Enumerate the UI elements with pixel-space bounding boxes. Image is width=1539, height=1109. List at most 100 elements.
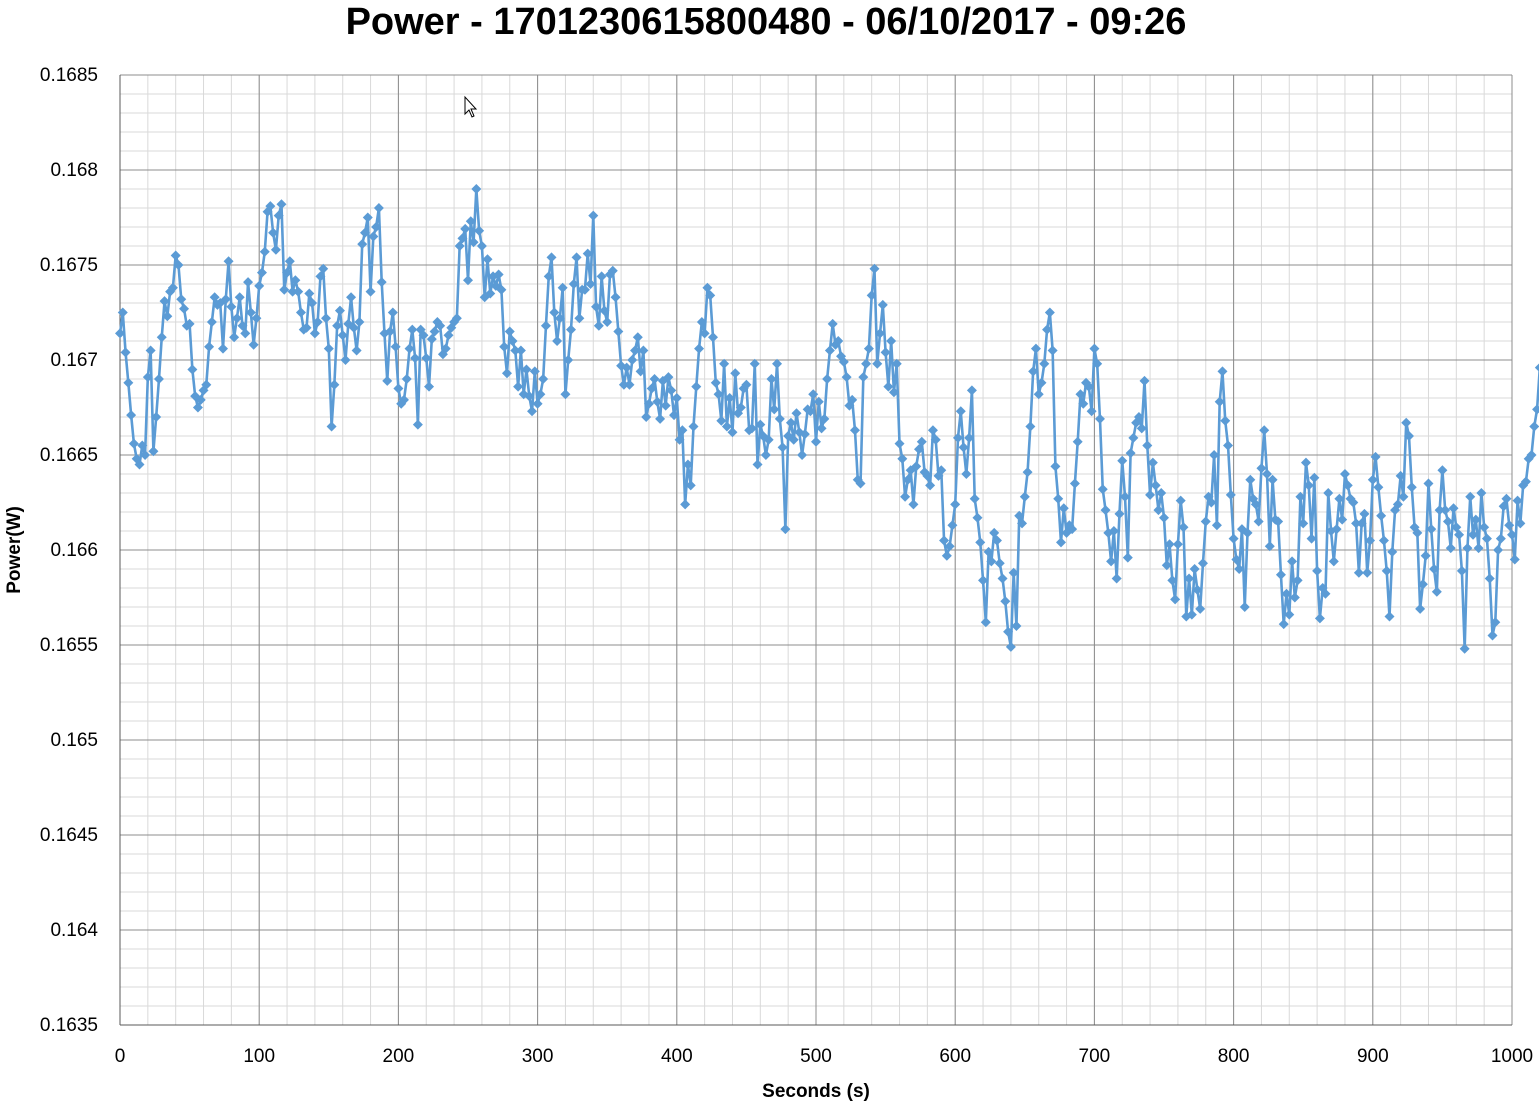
data-point-marker — [1022, 467, 1033, 478]
data-point-marker — [424, 381, 435, 392]
data-point-marker — [1309, 472, 1320, 483]
data-point-marker — [117, 307, 128, 318]
data-point-marker — [886, 336, 897, 346]
data-point-marker — [1192, 584, 1203, 595]
data-point-marker — [134, 459, 145, 470]
data-point-marker — [1078, 398, 1089, 409]
x-tick-label: 100 — [243, 1046, 275, 1067]
data-point-marker — [1384, 611, 1395, 622]
data-point-marker — [510, 345, 521, 356]
data-point-marker — [418, 330, 429, 341]
data-point-marker — [273, 210, 284, 221]
data-point-marker — [752, 459, 763, 470]
data-point-marker — [357, 239, 368, 250]
data-point-marker — [474, 225, 485, 236]
data-point-marker — [682, 459, 693, 470]
data-point-marker — [1036, 377, 1047, 388]
data-point-marker — [660, 400, 671, 411]
data-point-marker — [847, 394, 858, 405]
data-point-marker — [318, 263, 329, 274]
data-point-marker — [1153, 505, 1164, 516]
data-point-marker — [153, 374, 164, 384]
data-point-marker — [1089, 343, 1100, 354]
data-point-marker — [1434, 505, 1445, 516]
data-point-marker — [914, 444, 925, 455]
data-point-marker — [707, 332, 718, 343]
data-point-marker — [838, 356, 849, 367]
data-point-marker — [863, 343, 874, 354]
data-point-marker — [666, 385, 677, 396]
data-point-marker — [1217, 366, 1228, 377]
data-point-marker — [1362, 567, 1373, 578]
data-point-marker — [195, 394, 206, 405]
data-point-marker — [591, 301, 602, 312]
data-point-marker — [944, 541, 955, 552]
data-point-marker — [663, 372, 674, 383]
data-point-marker — [440, 343, 451, 354]
data-point-marker — [1509, 554, 1520, 565]
data-point-marker — [599, 305, 610, 316]
data-point-marker — [1164, 539, 1175, 550]
data-point-marker — [527, 406, 538, 417]
data-point-marker — [1423, 478, 1434, 489]
data-point-marker — [688, 421, 699, 432]
data-point-marker — [1281, 588, 1292, 599]
data-point-marker — [1228, 533, 1239, 544]
data-point-marker — [1431, 586, 1442, 597]
data-point-marker — [304, 288, 315, 299]
data-point-marker — [983, 546, 994, 557]
data-point-marker — [1451, 522, 1462, 533]
data-point-marker — [955, 406, 966, 417]
data-point-marker — [858, 372, 869, 383]
data-point-marker — [925, 480, 936, 491]
data-point-marker — [1139, 375, 1150, 386]
data-point-marker — [1370, 451, 1381, 462]
data-point-marker — [159, 296, 170, 307]
data-point-marker — [162, 311, 173, 322]
data-point-marker — [641, 412, 652, 422]
data-point-marker — [1342, 480, 1353, 491]
y-tick-label: 0.1675 — [40, 255, 98, 276]
data-point-marker — [1465, 491, 1476, 502]
x-tick-label: 1000 — [1491, 1046, 1533, 1067]
data-point-marker — [1334, 493, 1345, 504]
data-point-marker — [777, 442, 788, 453]
data-point-marker — [1044, 307, 1055, 318]
data-point-marker — [543, 271, 554, 282]
data-point-marker — [1437, 465, 1448, 476]
data-point-marker — [443, 330, 454, 341]
data-point-marker — [334, 305, 345, 316]
data-point-marker — [824, 345, 835, 356]
data-point-marker — [557, 282, 568, 293]
chart-title: Power - 1701230615800480 - 06/10/2017 - … — [345, 1, 1187, 43]
data-point-marker — [451, 313, 462, 324]
data-point-marker — [560, 389, 571, 400]
data-point-marker — [947, 520, 958, 531]
data-point-marker — [1356, 518, 1367, 529]
data-point-marker — [897, 453, 908, 464]
data-point-marker — [482, 254, 493, 265]
data-point-marker — [1223, 440, 1234, 451]
data-point-marker — [819, 413, 830, 424]
data-point-marker — [1161, 560, 1172, 571]
y-tick-label: 0.165 — [50, 730, 98, 751]
data-point-marker — [1470, 514, 1481, 525]
data-point-marker — [1387, 546, 1398, 557]
data-point-marker — [579, 284, 590, 295]
data-point-marker — [309, 328, 320, 339]
y-axis-tick-labels: 0.1685 0.168 0.1675 0.167 0.1665 0.166 0.1655 0… — [40, 65, 99, 1036]
data-point-marker — [694, 343, 705, 354]
data-point-marker — [376, 277, 387, 288]
data-point-marker — [365, 286, 376, 297]
data-point-marker — [237, 320, 248, 331]
data-point-marker — [1220, 415, 1231, 426]
data-point-marker — [315, 271, 326, 282]
y-axis-title: Power(W) — [4, 506, 25, 594]
data-point-marker — [613, 326, 624, 337]
data-point-marker — [1529, 421, 1539, 432]
data-point-marker — [908, 499, 919, 510]
data-point-marker — [652, 396, 663, 407]
data-point-marker — [1314, 613, 1325, 624]
data-point-marker — [1200, 516, 1211, 527]
data-point-marker — [1495, 533, 1506, 544]
